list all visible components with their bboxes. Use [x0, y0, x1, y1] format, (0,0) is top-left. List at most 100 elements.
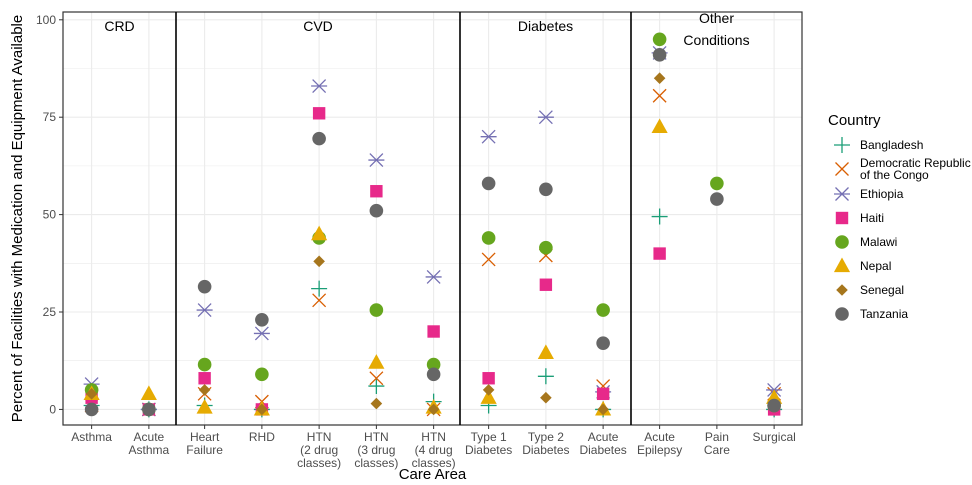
data-point: [425, 269, 442, 284]
data-point: [140, 385, 157, 400]
y-tick-label: 50: [43, 208, 57, 222]
legend-label: Malawi: [860, 235, 897, 249]
legend-key: [833, 257, 851, 273]
legend-label: Bangladesh: [860, 138, 923, 152]
x-tick-label: Asthma: [71, 430, 112, 444]
data-point: [596, 336, 610, 350]
y-tick-label: 75: [43, 110, 57, 124]
data-point: [427, 403, 440, 416]
data-point: [312, 107, 326, 120]
x-tick-label: Acute Epilepsy: [637, 430, 682, 457]
x-tick-label: Heart Failure: [186, 430, 223, 457]
y-axis-title: Percent of Facilities with Medication an…: [9, 15, 26, 422]
axes: [59, 11, 803, 429]
data-point: [482, 384, 495, 396]
x-tick-label: Acute Asthma: [129, 430, 170, 457]
y-tick-label: 100: [36, 13, 56, 27]
x-tick-label: HTN (4 drug classes): [412, 430, 456, 470]
data-point: [369, 203, 384, 218]
legend-key: [835, 307, 849, 321]
y-tick-label: 25: [43, 305, 57, 319]
axis-labels: 0 25 50 75 100 Asthma Acute Asthma Heart Failure R…: [9, 10, 796, 483]
data-point: [480, 129, 497, 144]
data-point: [480, 389, 497, 404]
facet-title: Conditions: [683, 32, 749, 48]
data-point: [481, 252, 496, 267]
data-point: [539, 240, 553, 255]
legend-title: Country: [828, 112, 881, 129]
data-point: [369, 371, 384, 386]
data-point: [596, 387, 610, 401]
data-point: [197, 279, 212, 294]
data-point: [596, 303, 610, 317]
x-tick-label: Type 2 Diabetes: [522, 430, 569, 457]
data-point: [311, 280, 328, 297]
x-tick-label: Surgical: [752, 430, 795, 444]
plot-border: [62, 11, 803, 426]
data-point: [481, 176, 496, 191]
data-point: [710, 192, 724, 206]
grid: [63, 12, 802, 425]
data-point: [312, 293, 327, 308]
data-point: [482, 372, 495, 385]
data-point: [84, 402, 99, 417]
legend-key: [835, 162, 849, 176]
x-tick-label: RHD: [249, 430, 275, 444]
legend-label: Senegal: [860, 283, 904, 297]
x-tick-label: Pain Care: [704, 430, 730, 457]
x-tick-label: HTN (3 drug classes): [354, 430, 398, 470]
data-point: [311, 79, 328, 93]
data-point: [370, 397, 383, 410]
x-tick-label: Acute Diabetes: [579, 430, 626, 457]
data-point: [651, 118, 668, 134]
legend-label: Democratic Republic of the Congo: [860, 156, 971, 182]
facet-title: CRD: [104, 18, 134, 34]
data-point: [539, 182, 553, 197]
data-point: [369, 303, 384, 317]
data-point: [255, 367, 269, 382]
data-point: [370, 185, 383, 198]
x-tick-label: Type 1 Diabetes: [465, 430, 512, 457]
data-point: [767, 398, 781, 413]
data-point: [537, 368, 554, 385]
legend: Country Bangladesh Democratic Republic of t…: [828, 112, 971, 325]
legend-key: [834, 187, 850, 201]
data-point: [198, 384, 211, 396]
data-point: [652, 88, 667, 103]
data-point: [196, 303, 213, 318]
facet-title: Diabetes: [518, 18, 573, 34]
y-tick-label: 0: [49, 402, 56, 416]
data-point: [311, 225, 328, 241]
data-point: [652, 32, 667, 47]
data-point: [196, 398, 213, 414]
data-point: [368, 153, 385, 168]
x-axis-title: Care Area: [399, 466, 467, 483]
legend-key: [834, 137, 850, 153]
facet-title: CVD: [303, 18, 333, 34]
facet-title: Other: [699, 10, 734, 26]
data-point: [312, 131, 326, 146]
data-point: [652, 48, 667, 62]
legend-key: [835, 211, 849, 225]
data-point: [368, 354, 385, 369]
data-point: [426, 357, 441, 372]
legend-label: Tanzania: [860, 307, 908, 321]
legend-label: Haiti: [860, 211, 884, 225]
data-point: [426, 367, 441, 382]
data-point: [427, 325, 440, 338]
data-points: [83, 32, 783, 418]
data-point: [710, 176, 724, 191]
data-point: [651, 208, 668, 225]
x-tick-label: HTN (2 drug classes): [297, 430, 341, 470]
data-point: [255, 313, 269, 327]
data-point: [198, 372, 211, 385]
legend-label: Nepal: [860, 259, 891, 273]
data-point: [537, 110, 554, 125]
data-point: [142, 402, 156, 417]
data-point: [313, 255, 325, 268]
data-point: [253, 326, 270, 341]
data-point: [256, 403, 268, 416]
legend-key: [835, 235, 849, 249]
data-point: [85, 388, 98, 400]
